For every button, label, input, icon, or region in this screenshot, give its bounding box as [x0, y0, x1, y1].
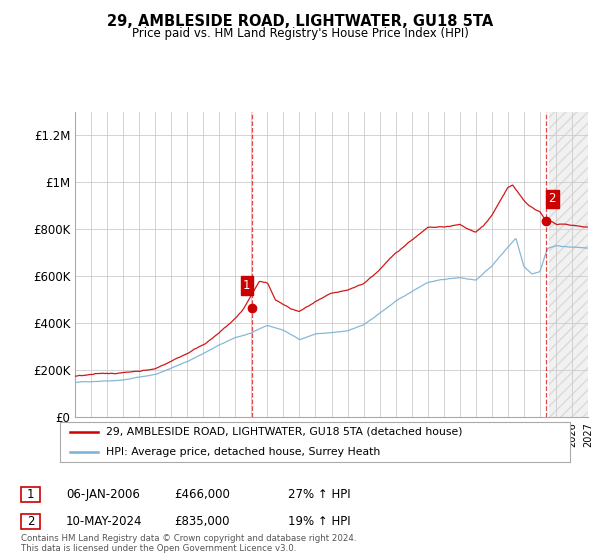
Text: 06-JAN-2006: 06-JAN-2006 [66, 488, 140, 501]
Text: 19% ↑ HPI: 19% ↑ HPI [288, 515, 350, 528]
Text: HPI: Average price, detached house, Surrey Heath: HPI: Average price, detached house, Surr… [106, 447, 380, 457]
Text: 10-MAY-2024: 10-MAY-2024 [66, 515, 143, 528]
Text: £466,000: £466,000 [174, 488, 230, 501]
Text: 1: 1 [27, 488, 34, 501]
Text: 29, AMBLESIDE ROAD, LIGHTWATER, GU18 5TA: 29, AMBLESIDE ROAD, LIGHTWATER, GU18 5TA [107, 14, 493, 29]
Text: £835,000: £835,000 [174, 515, 229, 528]
Text: 27% ↑ HPI: 27% ↑ HPI [288, 488, 350, 501]
Text: Price paid vs. HM Land Registry's House Price Index (HPI): Price paid vs. HM Land Registry's House … [131, 27, 469, 40]
Text: 29, AMBLESIDE ROAD, LIGHTWATER, GU18 5TA (detached house): 29, AMBLESIDE ROAD, LIGHTWATER, GU18 5TA… [106, 427, 463, 437]
Text: 2: 2 [548, 193, 556, 206]
Text: 2: 2 [27, 515, 34, 528]
Text: 1: 1 [243, 279, 251, 292]
Text: Contains HM Land Registry data © Crown copyright and database right 2024.
This d: Contains HM Land Registry data © Crown c… [21, 534, 356, 553]
